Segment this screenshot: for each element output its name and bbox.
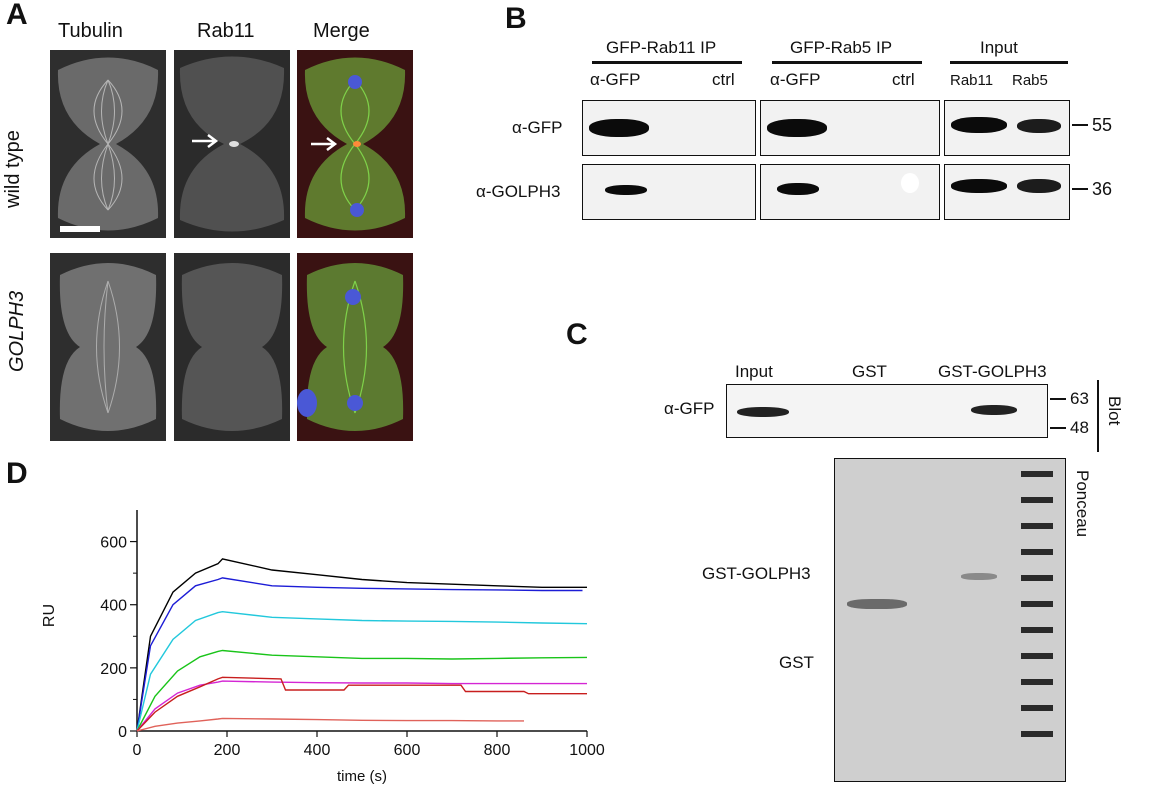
band — [951, 117, 1007, 133]
x-axis-label: time (s) — [337, 768, 387, 785]
band — [737, 407, 789, 417]
panel-b-lane-3: α-GFP — [770, 70, 821, 89]
panel-c-marker-tick-63 — [1050, 398, 1066, 400]
band — [1017, 179, 1061, 193]
band — [1017, 119, 1061, 133]
x-tick-label: 0 — [133, 742, 142, 759]
series-line-4 — [136, 649, 588, 732]
panel-a-row-golph3: GOLPH3 — [6, 290, 28, 372]
panel-b-group-input: Input — [980, 38, 1018, 57]
panel-c-marker-tick-48 — [1050, 427, 1066, 429]
panel-b-blot-golph3-input — [944, 164, 1070, 220]
gel-ladder — [1021, 471, 1053, 751]
panel-b-blot-gfp-rab5 — [760, 100, 940, 156]
band — [767, 119, 827, 137]
panel-a-column-tubulin: Tubulin — [58, 20, 123, 42]
x-tick-label: 400 — [304, 742, 331, 759]
x-tick-label: 200 — [214, 742, 241, 759]
y-tick-label: 200 — [100, 661, 127, 678]
micrograph-wt-tubulin — [50, 50, 166, 238]
micrograph-wt-merge — [297, 50, 413, 238]
panel-b-marker-55: 55 — [1092, 115, 1113, 135]
panel-b-lane-4: ctrl — [892, 70, 915, 89]
panel-b-marker-tick-55 — [1072, 124, 1088, 126]
panel-c-marker-48: 48 — [1070, 418, 1089, 437]
panel-d-letter: D — [6, 457, 28, 490]
series-line-5 — [136, 680, 587, 732]
band — [605, 185, 647, 195]
series-line-2 — [136, 577, 583, 732]
panel-c-ponceau-gel — [834, 458, 1066, 782]
panel-c-lane-gst: GST — [852, 362, 887, 381]
panel-c-gel-label-gst: GST — [779, 653, 814, 672]
y-tick-label: 400 — [100, 598, 127, 615]
panel-b-row-gfp: α-GFP — [512, 118, 563, 137]
series-line-6 — [136, 676, 587, 732]
panel-b-lane-6: Rab5 — [1012, 72, 1048, 89]
micrograph-golph3-merge — [297, 253, 413, 441]
band — [951, 179, 1007, 193]
y-tick-label: 600 — [100, 535, 127, 552]
panel-a-column-merge: Merge — [313, 20, 370, 42]
panel-c-blot-label: Blot — [1105, 396, 1124, 426]
panel-c-blot — [726, 384, 1048, 438]
panel-b-marker-36: 36 — [1092, 179, 1113, 199]
panel-b-letter: B — [505, 2, 527, 35]
panel-b-blot-gfp-rab11 — [582, 100, 756, 156]
panel-b-rule-rab5 — [772, 61, 922, 64]
band — [971, 405, 1017, 415]
series-line-7 — [136, 717, 524, 732]
y-tick-label: 0 — [118, 724, 127, 741]
micrograph-golph3-tubulin — [50, 253, 166, 441]
band — [777, 183, 819, 195]
panel-a-letter: A — [6, 0, 28, 31]
panel-a-row-wild-type: wild type — [2, 130, 24, 208]
panel-b-lane-5: Rab11 — [950, 72, 994, 89]
x-tick-label: 800 — [484, 742, 511, 759]
panel-a-column-rab11: Rab11 — [197, 20, 255, 42]
panel-c-row-gfp: α-GFP — [664, 399, 715, 418]
panel-b-group-rab11-ip: GFP-Rab11 IP — [606, 38, 717, 57]
panel-b-blot-golph3-rab11 — [582, 164, 756, 220]
panel-c-lane-input: Input — [735, 362, 773, 381]
panel-b-rule-input — [950, 61, 1068, 64]
panel-b-blot-gfp-input — [944, 100, 1070, 156]
series-line-3 — [136, 610, 588, 732]
micrograph-golph3-rab11 — [174, 253, 290, 441]
panel-b-blot-golph3-rab5 — [760, 164, 940, 220]
panel-c-marker-63: 63 — [1070, 389, 1089, 408]
panel-b-lane-1: α-GFP — [590, 70, 641, 89]
panel-b-marker-tick-36 — [1072, 188, 1088, 190]
gel-band-gst-golph3 — [961, 573, 997, 580]
band — [589, 119, 649, 137]
panel-b-group-rab5-ip: GFP-Rab5 IP — [790, 38, 893, 57]
panel-c-ponceau-label: Ponceau — [1073, 470, 1092, 538]
panel-c-blot-bracket — [1097, 380, 1099, 452]
panel-d-chart: 0 200 400 600 800 1000 0 200 400 600 time (s) RU — [41, 510, 605, 785]
x-tick-label: 1000 — [569, 742, 605, 759]
micrograph-wt-rab11 — [174, 50, 290, 238]
panel-c-lane-gst-golph3: GST-GOLPH3 — [938, 362, 1047, 381]
blot-artifact — [901, 173, 919, 193]
gel-band-gst — [847, 599, 907, 609]
panel-b-row-golph3: α-GOLPH3 — [476, 182, 561, 201]
panel-c-letter: C — [566, 318, 588, 351]
x-tick-label: 600 — [394, 742, 421, 759]
panel-b-lane-2: ctrl — [712, 70, 735, 89]
panel-b-rule-rab11 — [592, 61, 742, 64]
y-axis-label: RU — [41, 604, 58, 627]
series-line-1 — [136, 558, 587, 732]
panel-c-gel-label-gst-golph3: GST-GOLPH3 — [702, 564, 811, 583]
